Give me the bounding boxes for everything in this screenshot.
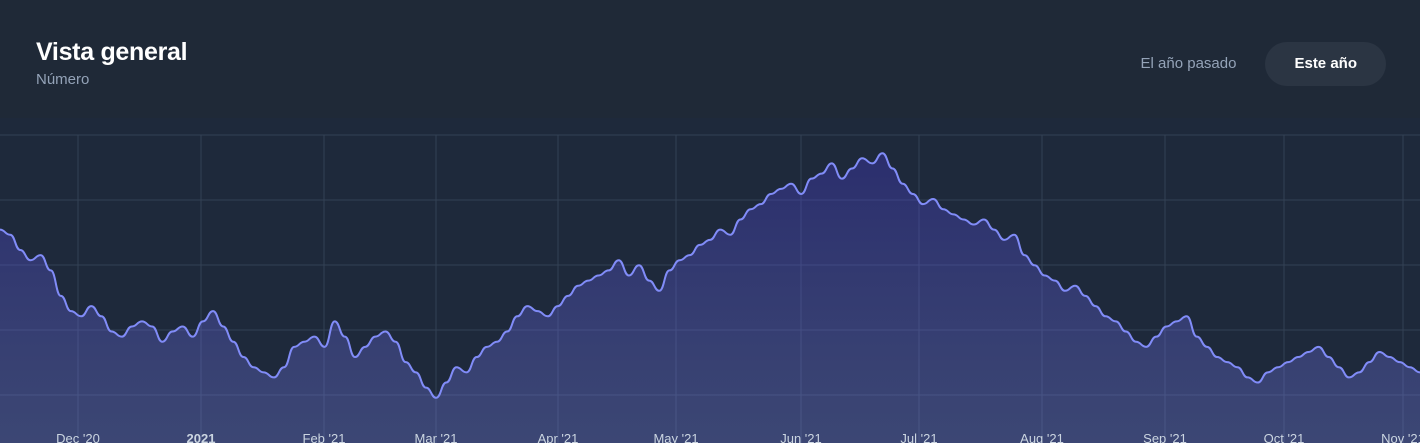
x-tick-label: 2021 bbox=[187, 431, 216, 443]
tab-this-year[interactable]: Este año bbox=[1265, 42, 1386, 86]
page-subtitle: Número bbox=[36, 71, 90, 88]
x-tick-label: Sep '21 bbox=[1143, 431, 1187, 443]
tab-last-year[interactable]: El año pasado bbox=[1140, 55, 1237, 72]
chart-svg: Dec '20 2021 Feb '21 Mar '21 Apr '21 May '21 J… bbox=[0, 134, 1420, 443]
x-tick-label: Mar '21 bbox=[415, 431, 458, 443]
x-tick-label: Feb '21 bbox=[303, 431, 346, 443]
x-tick-label: Dec '20 bbox=[56, 431, 100, 443]
page-title: Vista general bbox=[36, 38, 188, 66]
x-tick-label: May '21 bbox=[653, 431, 698, 443]
period-tabs: El año pasado Este año bbox=[1112, 42, 1386, 86]
overview-chart: Dec '20 2021 Feb '21 Mar '21 Apr '21 May '21 J… bbox=[0, 118, 1420, 443]
x-tick-labels: Dec '20 2021 Feb '21 Mar '21 Apr '21 May '21 J… bbox=[56, 431, 1420, 443]
x-tick-label: Jul '21 bbox=[900, 431, 937, 443]
x-tick-label: Oct '21 bbox=[1264, 431, 1305, 443]
x-tick-label: Nov '21 bbox=[1381, 431, 1420, 443]
x-tick-label: Aug '21 bbox=[1020, 431, 1064, 443]
x-tick-label: Jun '21 bbox=[780, 431, 822, 443]
area-fill bbox=[0, 153, 1420, 443]
series-line bbox=[0, 152, 1420, 399]
x-tick-label: Apr '21 bbox=[538, 431, 579, 443]
